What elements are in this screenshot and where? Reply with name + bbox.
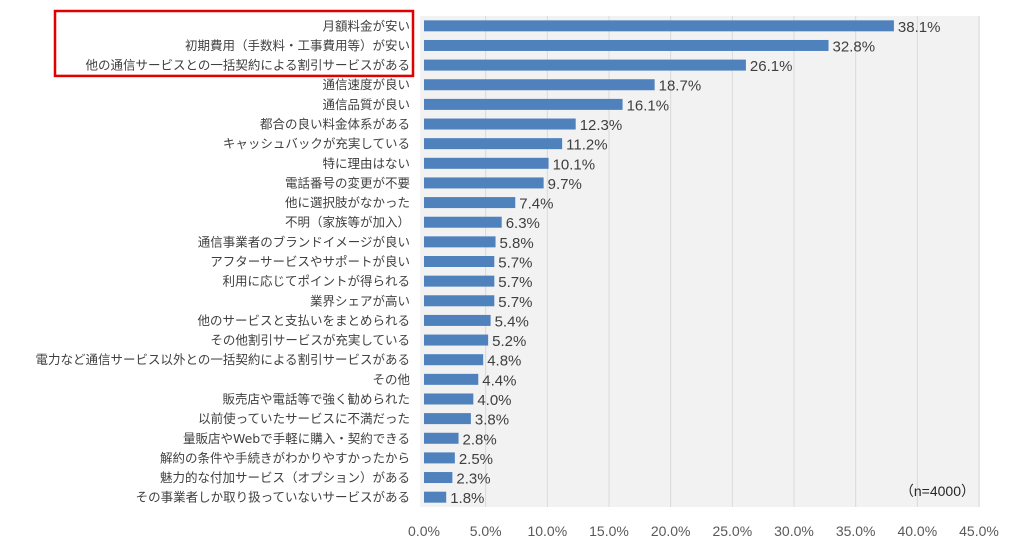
bar (424, 393, 474, 405)
category-label: 解約の条件や手続きがわかりやすかったから (160, 450, 410, 465)
bar (424, 177, 544, 189)
value-label: 5.7% (498, 274, 532, 291)
bar (424, 79, 655, 91)
value-label: 18.7% (659, 78, 702, 95)
value-label: 3.8% (475, 412, 509, 429)
value-label: 5.2% (492, 333, 526, 350)
category-label: 他に選択肢がなかった (285, 195, 410, 210)
category-label: 以前使っていたサービスに不満だった (198, 411, 410, 426)
x-tick-label: 40.0% (897, 523, 937, 539)
plot-area (420, 16, 980, 507)
value-label: 2.3% (456, 471, 490, 488)
x-axis-ticks: 0.0% 5.0% 10.0% 15.0% 20.0% 25.0% 30.0% 35.0% 40… (408, 523, 999, 539)
category-label: アフターサービスやサポートが良い (210, 254, 410, 269)
bar (424, 314, 491, 326)
value-label: 38.1% (898, 19, 941, 36)
value-label: 26.1% (750, 58, 793, 75)
bar (424, 197, 516, 209)
value-label: 16.1% (627, 97, 670, 114)
bar (424, 334, 489, 346)
category-label: 初期費用（手数料・工事費用等）が安い (185, 38, 410, 53)
x-tick-label: 15.0% (589, 523, 629, 539)
value-label: 4.4% (482, 372, 516, 389)
category-label: 都合の良い料金体系がある (260, 117, 410, 132)
bar (424, 39, 829, 51)
bar (424, 491, 447, 503)
bar (424, 295, 495, 307)
value-label: 9.7% (548, 176, 582, 193)
value-label: 12.3% (580, 117, 623, 134)
x-tick-label: 45.0% (959, 523, 999, 539)
category-label: その他 (372, 372, 410, 387)
category-label: 電話番号の変更が不要 (285, 175, 410, 190)
bar (424, 20, 894, 32)
x-tick-label: 25.0% (712, 523, 752, 539)
value-labels: 38.1% 32.8% 26.1% 18.7% 16.1%12.3% 11.2% 10.1%… (450, 19, 940, 507)
bar (424, 216, 502, 228)
x-tick-label: 0.0% (408, 523, 440, 539)
category-label: 特に理由はない (322, 156, 410, 171)
category-label: 通信速度が良い (322, 77, 410, 92)
x-tick-label: 35.0% (836, 523, 876, 539)
highlight-box (53, 9, 415, 78)
value-label: 5.4% (495, 313, 529, 330)
category-label: キャッシュバックが充実している (223, 136, 410, 151)
sample-size-note: （n=4000） (900, 483, 975, 499)
value-label: 7.4% (519, 196, 553, 213)
bar (424, 236, 496, 248)
bar (424, 59, 746, 71)
value-label: 5.8% (500, 235, 534, 252)
x-tick-label: 10.0% (527, 523, 567, 539)
bar (424, 275, 495, 287)
category-label: 業界シェアが高い (310, 293, 410, 308)
bar (424, 413, 471, 425)
category-label: 電力など通信サービス以外との一括契約による割引サービスがある (35, 352, 410, 367)
bar (424, 432, 459, 444)
bar (424, 157, 549, 169)
bar (424, 98, 623, 110)
value-label: 10.1% (553, 156, 596, 173)
gridlines (485, 16, 980, 507)
category-label: その他割引サービスが充実している (210, 333, 410, 348)
value-label: 5.7% (498, 255, 532, 272)
value-label: 6.3% (506, 215, 540, 232)
value-label: 5.7% (498, 294, 532, 311)
value-label: 2.5% (459, 451, 493, 468)
value-label: 1.8% (450, 490, 484, 507)
x-tick-label: 5.0% (470, 523, 502, 539)
bar (424, 373, 479, 385)
category-label: 通信事業者のブランドイメージが良い (198, 234, 410, 249)
x-tick-label: 20.0% (651, 523, 691, 539)
category-label: 他のサービスと支払いをまとめられる (197, 313, 410, 328)
value-label: 11.2% (566, 137, 607, 154)
bar (424, 256, 495, 267)
category-label: 量販店やWebで手軽に購入・契約できる (183, 431, 410, 446)
bar (424, 138, 563, 150)
category-label: 月額料金が安い (322, 18, 410, 33)
category-label: 利用に応じてポイントが得られる (222, 274, 410, 289)
category-labels: 月額料金が安い初期費用（手数料・工事費用等）が安い他の通信サービスとの一括契約に… (35, 18, 410, 504)
x-tick-label: 30.0% (774, 523, 814, 539)
value-label: 32.8% (833, 38, 876, 55)
value-label: 4.0% (477, 392, 511, 409)
bars (424, 20, 894, 503)
value-label: 4.8% (487, 353, 521, 370)
category-label: 販売店や電話等で強く勧められた (222, 391, 410, 406)
value-label: 2.8% (463, 431, 497, 448)
category-label: 他の通信サービスとの一括契約による割引サービスがある (85, 58, 410, 73)
bar (424, 354, 484, 366)
category-label: 不明（家族等が加入） (285, 215, 410, 230)
bar (424, 452, 455, 464)
category-label: 通信品質が良い (322, 97, 410, 112)
bar (424, 472, 453, 484)
bar (424, 118, 576, 130)
category-label: その事業者しか取り扱っていないサービスがある (136, 490, 410, 505)
category-label: 魅力的な付加サービス（オプション）がある (160, 470, 410, 485)
